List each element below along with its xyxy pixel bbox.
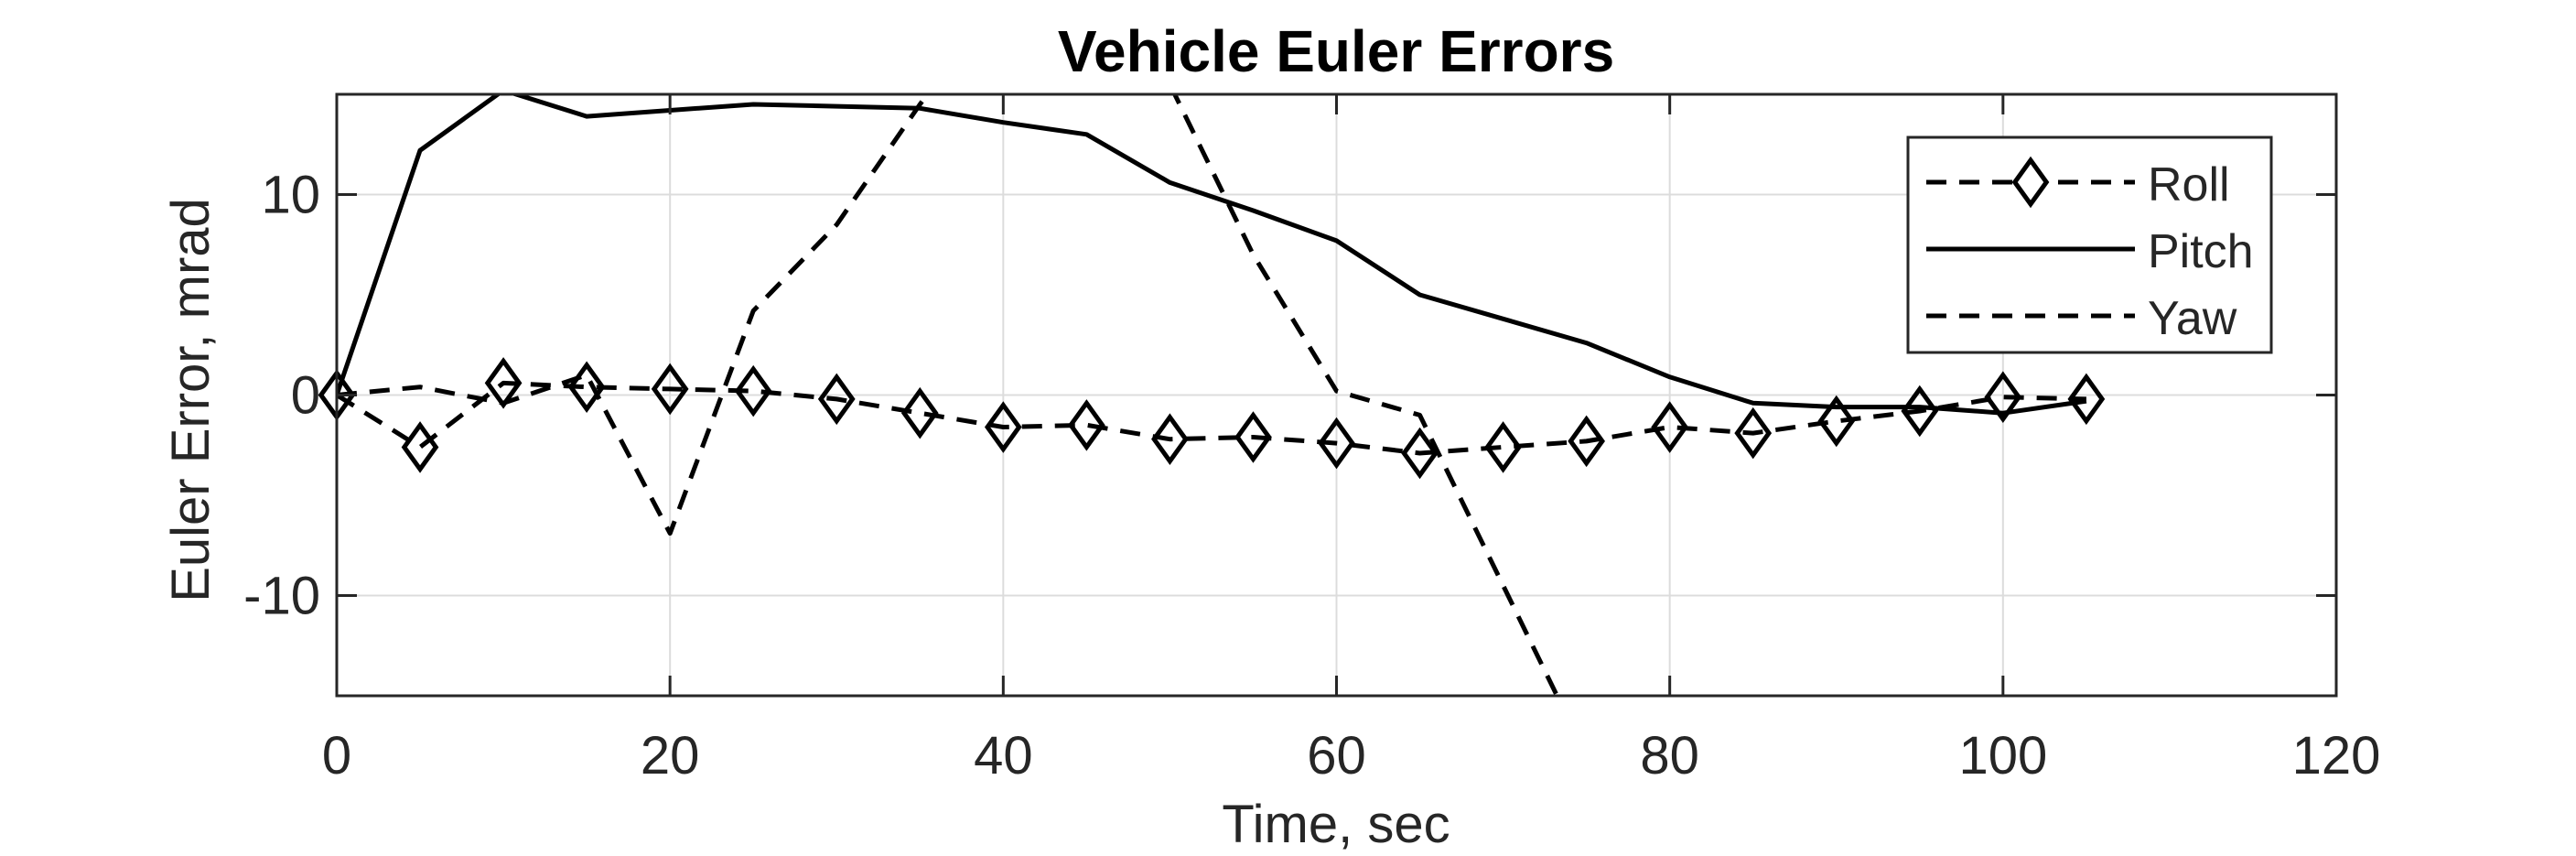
roll-data-point (1484, 421, 1522, 473)
roll-data-point (484, 357, 523, 409)
roll-data-point (1401, 427, 1439, 480)
roll-data-point (1568, 415, 1605, 468)
roll-data-point (1817, 395, 1856, 448)
x-tick-label: 80 (1640, 726, 1699, 786)
tick-layer: 0 20 40 60 80 100 120 -10 0 10 (243, 94, 2380, 786)
roll-data-point (651, 363, 689, 416)
roll-data-point (1234, 411, 1272, 463)
x-tick-label: 60 (1307, 726, 1366, 786)
x-tick-label: 100 (1958, 726, 2047, 786)
roll-data-point (734, 364, 772, 417)
pitch-series-line (337, 94, 2087, 416)
roll-data-point (984, 401, 1022, 453)
legend-yaw-label: Yaw (2148, 292, 2237, 345)
y-axis-label: Euler Error, mrad (161, 198, 221, 602)
x-tick-label: 20 (641, 726, 700, 786)
legend-roll-marker (2011, 156, 2050, 209)
roll-data-point (1984, 371, 2022, 423)
roll-data-point (817, 373, 856, 426)
roll-data-point (1151, 413, 1189, 465)
y-tick-label: 10 (261, 166, 320, 225)
roll-data-point (2067, 373, 2106, 426)
x-tick-label: 0 (322, 726, 351, 786)
roll-data-point (1651, 401, 1689, 453)
chart-title: Vehicle Euler Errors (1058, 18, 1614, 84)
legend: Roll Pitch Yaw (1906, 135, 2273, 354)
marker-layer (318, 357, 2106, 480)
roll-data-point (401, 421, 439, 473)
roll-data-point (567, 361, 606, 414)
roll-series-line (337, 380, 2086, 456)
legend-roll-label: Roll (2148, 158, 2230, 211)
roll-data-point (1068, 399, 1105, 451)
roll-data-point (900, 386, 939, 439)
roll-data-point (1734, 406, 1773, 460)
x-tick-label: 120 (2292, 726, 2381, 786)
yaw-series-line (337, 94, 1560, 696)
legend-pitch-label: Pitch (2148, 225, 2254, 278)
y-tick-label: -10 (243, 567, 320, 626)
x-axis-label: Time, sec (1222, 795, 1450, 854)
series-layer (337, 94, 2087, 696)
x-tick-label: 40 (974, 726, 1033, 786)
roll-data-point (1901, 385, 1939, 438)
y-tick-label: 0 (291, 366, 320, 426)
roll-data-point (1318, 417, 1355, 470)
